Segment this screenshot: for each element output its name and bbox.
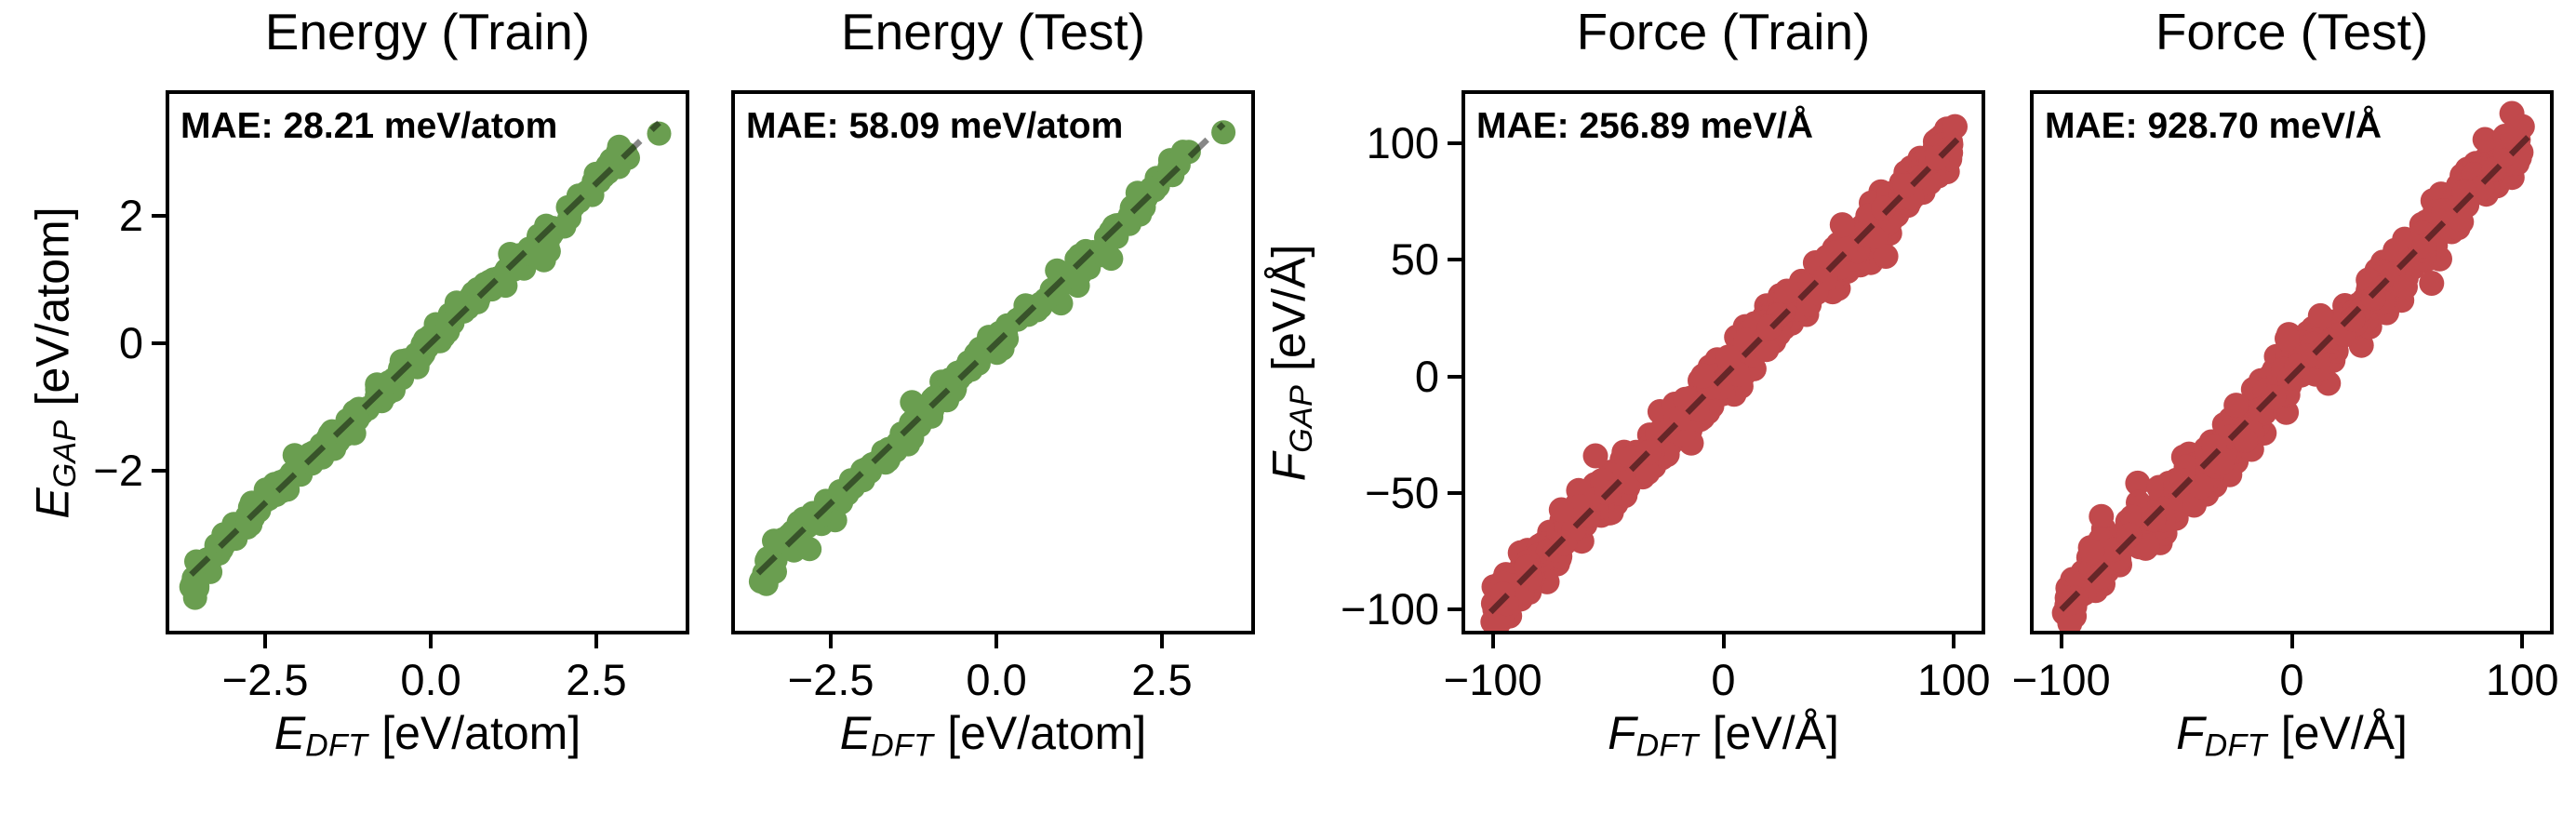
x-tick-mark [429, 634, 434, 648]
x-tick-label: −2.5 [221, 655, 309, 704]
x-axis-symbol: F [1608, 707, 1636, 759]
parity-line [2059, 128, 2536, 612]
y-tick-mark [1448, 140, 1462, 145]
x-tick-mark [2289, 634, 2294, 648]
x-axis-symbol: F [2176, 707, 2205, 759]
scatter-svg-energy-train [179, 120, 672, 610]
x-tick-mark [2520, 634, 2525, 648]
x-axis-unit: [eV/atom] [947, 707, 1147, 759]
x-tick-mark [1490, 634, 1495, 648]
x-axis-label-energy-test: EDFT [eV/atom] [735, 705, 1251, 773]
y-tick-mark [152, 213, 166, 218]
scatter-svg-force-test [2051, 100, 2536, 631]
panel-title-energy-train: Energy (Train) [264, 3, 591, 60]
x-tick-label: 0.0 [966, 655, 1027, 704]
panel-title-force-test: Force (Test) [2155, 3, 2429, 60]
y-tick-mark [1448, 490, 1462, 495]
scatter-points [179, 121, 672, 610]
x-tick-label: 100 [1917, 655, 1991, 704]
y-tick-label: 100 [1366, 117, 1439, 167]
x-axis-unit: [eV/Å] [1712, 707, 1839, 759]
x-tick-mark [994, 634, 999, 648]
panel-title-energy-test: Energy (Test) [840, 3, 1146, 60]
x-tick-label: −100 [2011, 655, 2111, 704]
y-tick-label: −2 [93, 446, 143, 496]
y-tick-label: 0 [118, 317, 143, 367]
mae-annotation-energy-test: MAE: 58.09 meV/atom [746, 106, 1124, 146]
y-tick-mark [1448, 258, 1462, 262]
x-tick-label: 2.5 [1131, 655, 1193, 704]
x-axis-label-energy-train: EDFT [eV/atom] [169, 705, 686, 773]
y-tick-label: 0 [1414, 351, 1439, 401]
x-axis-subscript: DFT [305, 727, 368, 764]
x-tick-mark [1159, 634, 1164, 648]
plot-area-energy-train: MAE: 28.21 meV/atom [166, 90, 689, 634]
x-tick-label: −2.5 [787, 655, 874, 704]
y-axis-label-energy-train: EGAP [eV/atom] [24, 94, 83, 631]
parity-line [189, 120, 661, 577]
x-tick-label: −100 [1443, 655, 1542, 704]
y-tick-label: −50 [1365, 467, 1439, 517]
y-tick-mark [1448, 607, 1462, 612]
y-tick-label: 2 [118, 190, 143, 240]
mae-annotation-force-train: MAE: 256.89 meV/Å [1476, 106, 1813, 146]
y-tick-mark [152, 340, 166, 345]
scatter-points [1480, 113, 1968, 631]
y-axis-unit: [eV/Å] [1262, 244, 1315, 371]
scatter-svg-energy-test [748, 120, 1236, 596]
x-axis-subscript: DFT [871, 727, 934, 764]
scatter-svg-force-train [1480, 113, 1968, 631]
x-tick-mark [829, 634, 834, 648]
x-tick-mark [2059, 634, 2063, 648]
y-tick-label: −100 [1341, 584, 1439, 634]
y-tick-mark [152, 469, 166, 474]
parity-line [755, 121, 1226, 576]
y-axis-subscript: GAP [47, 419, 83, 487]
y-axis-unit: [eV/atom] [26, 206, 78, 406]
y-axis-symbol: F [1262, 452, 1315, 481]
x-tick-label: 0.0 [400, 655, 461, 704]
y-tick-label: 50 [1390, 234, 1439, 285]
panel-title-force-train: Force (Train) [1576, 3, 1871, 60]
plot-area-force-train: MAE: 256.89 meV/Å [1462, 90, 1985, 634]
x-axis-unit: [eV/Å] [2280, 707, 2408, 759]
plot-area-force-test: MAE: 928.70 meV/Å [2030, 90, 2554, 634]
x-tick-mark [594, 634, 598, 648]
x-axis-symbol: E [274, 707, 306, 759]
x-axis-symbol: E [839, 707, 872, 759]
parity-line [1488, 128, 1968, 615]
x-tick-label: 0 [1711, 655, 1736, 704]
x-axis-subscript: DFT [2204, 727, 2267, 764]
scatter-points [2051, 100, 2535, 631]
plot-area-energy-test: MAE: 58.09 meV/atom [731, 90, 1255, 634]
x-tick-label: 2.5 [566, 655, 627, 704]
x-axis-label-force-test: FDFT [eV/Å] [2034, 705, 2550, 773]
x-axis-subscript: DFT [1635, 727, 1699, 764]
y-axis-subscript: GAP [1283, 384, 1319, 453]
x-tick-mark [263, 634, 268, 648]
mae-annotation-force-test: MAE: 928.70 meV/Å [2045, 106, 2382, 146]
scatter-points [748, 120, 1236, 596]
x-tick-label: 100 [2486, 655, 2559, 704]
x-axis-label-force-train: FDFT [eV/Å] [1465, 705, 1982, 773]
mae-annotation-energy-train: MAE: 28.21 meV/atom [180, 106, 558, 146]
y-axis-label-force-train: FGAP [eV/Å] [1261, 94, 1319, 631]
x-tick-mark [1721, 634, 1726, 648]
x-tick-label: 0 [2279, 655, 2304, 704]
x-axis-unit: [eV/atom] [381, 707, 581, 759]
y-axis-symbol: E [26, 487, 78, 519]
y-tick-mark [1448, 374, 1462, 379]
x-tick-mark [1952, 634, 1956, 648]
